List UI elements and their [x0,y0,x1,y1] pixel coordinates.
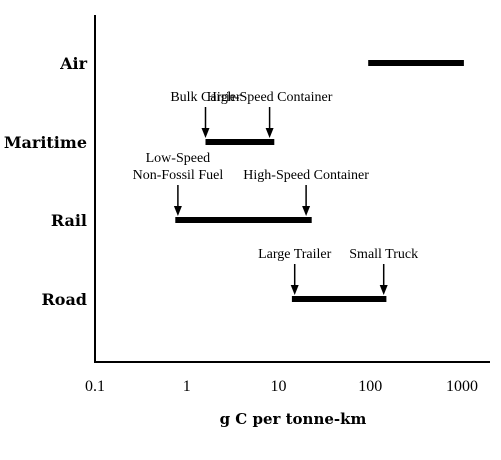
category-label-air: Air [59,54,87,73]
annotation-label: High-Speed Container [207,90,333,105]
category-labels: Air Maritime Rail Road [4,54,88,309]
annotation-arrow-head [173,206,182,216]
annotation-3: Low-Speed Non-Fossil Fuel [133,151,224,216]
x-tick-label: 1000 [446,378,478,395]
annotation-2: High-Speed Container [207,90,333,138]
x-tick-labels: 0.1 1 10 100 1000 [85,378,478,395]
category-label-maritime: Maritime [4,133,87,152]
annotation-arrow-head [201,128,210,138]
range-bars [175,60,464,302]
annotation-6: Small Truck [349,247,418,295]
annotation-arrow-head [265,128,274,138]
x-tick-label: 1 [183,378,191,395]
annotation-label: Small Truck [349,247,418,262]
x-tick-label: 100 [358,378,382,395]
annotation-4: High-Speed Container [243,168,369,216]
category-label-rail: Rail [51,211,87,230]
annotation-label: Low-Speed Non-Fossil Fuel [133,151,224,183]
annotation-label: High-Speed Container [243,168,369,183]
x-axis-title: g C per tonne-km [220,410,367,428]
annotation-arrow-head [290,285,299,295]
x-tick-label: 0.1 [85,378,105,395]
annotation-arrow-head [302,206,311,216]
annotation-1: Bulk Carrier [170,90,241,138]
annotation-label: Bulk Carrier [170,90,241,105]
x-tick-label: 10 [271,378,287,395]
annotation-5: Large Trailer [258,247,332,295]
annotation-arrow-head [379,285,388,295]
annotation-label: Large Trailer [258,247,332,262]
category-label-road: Road [41,290,87,309]
